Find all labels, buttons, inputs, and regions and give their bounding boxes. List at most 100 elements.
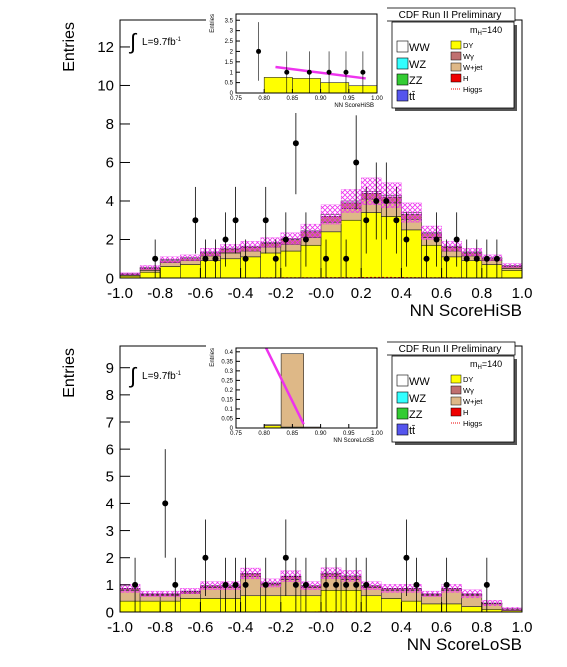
uncertainty-band (180, 254, 201, 261)
histogram-bar (260, 246, 282, 254)
histogram-bar (441, 250, 463, 258)
uncertainty-band (280, 232, 302, 245)
x-tick-label: 1.00 (371, 431, 383, 437)
uncertainty-band (320, 204, 342, 225)
uncertainty-band (381, 584, 402, 593)
y-tick-label: 6 (106, 441, 114, 458)
data-point (473, 255, 480, 262)
y-tick-label: 0 (230, 91, 234, 97)
histogram-bar (292, 78, 321, 93)
data-point (363, 217, 370, 224)
data-point (132, 581, 139, 588)
x-tick-label: 0.8 (471, 285, 492, 302)
y-axis-title: Entries (61, 348, 78, 398)
histogram-bar (240, 250, 262, 258)
legend-label: Higgs (463, 419, 482, 428)
histogram-bar (421, 595, 442, 605)
legend-label: Wγ (463, 386, 474, 395)
histogram-bar (280, 579, 302, 597)
mass-value: =140 (482, 25, 502, 35)
y-tick-label: 8 (106, 116, 114, 133)
x-tick-label: 0.75 (230, 96, 242, 102)
data-point (433, 236, 440, 243)
data-point (403, 554, 410, 561)
mass-symbol: m (470, 359, 478, 369)
uncertainty-band (240, 241, 261, 252)
data-point (212, 255, 219, 262)
mass-label: mH=140 (470, 359, 502, 371)
legend-swatch (450, 396, 462, 406)
y-tick-label: 9 (106, 360, 114, 377)
x-tick-label: 0.8 (471, 619, 492, 636)
histogram-bar (320, 82, 350, 93)
histogram-bar (300, 244, 322, 278)
x-tick-label: 0.2 (351, 619, 372, 636)
y-tick-label: 0 (230, 426, 234, 432)
uncertainty-band (401, 202, 422, 223)
histogram-bar (340, 589, 362, 612)
lumi-sup: -1 (176, 37, 182, 43)
x-tick-label: -0.8 (147, 285, 173, 302)
legend-label: tt̄ (409, 91, 415, 103)
data-point (353, 159, 360, 166)
uncertainty-band (340, 570, 362, 582)
data-point (242, 255, 249, 262)
histogram-bar (481, 264, 503, 278)
x-tick-label: 0.90 (315, 431, 327, 437)
y-tick-label: 0.5 (225, 81, 234, 87)
data-point (383, 197, 390, 204)
legend-label: H (463, 74, 468, 83)
y-tick-label: 0 (106, 604, 114, 621)
data-point (242, 581, 249, 588)
legend-swatch (450, 407, 462, 417)
data-point (343, 255, 350, 262)
data-point (272, 255, 279, 262)
signal-line (275, 65, 366, 80)
histogram-bar (159, 266, 181, 278)
mass-value: =140 (482, 359, 502, 369)
histogram-bar (180, 264, 201, 278)
data-point (222, 236, 229, 243)
uncertainty-band (481, 600, 503, 606)
x-tick-label: 0.6 (431, 285, 452, 302)
uncertainty-band (240, 567, 261, 580)
inset-plot: 0.75 0.80 0.85 0.90 0.95 1.00 0 0.5 1 1.5 2 2.5 3 3.5… (206, 6, 387, 113)
uncertainty-band (501, 607, 522, 611)
data-point (423, 255, 430, 262)
data-point (202, 255, 209, 262)
data-point (373, 197, 380, 204)
y-tick-label: 0.1 (225, 407, 234, 413)
histogram-bar (320, 589, 342, 612)
data-point (353, 581, 360, 588)
histogram-bar (340, 219, 362, 278)
y-tick-label: 4 (106, 496, 114, 513)
x-axis-title: NN ScoreLoSB (407, 635, 522, 654)
y-tick-label: 4 (106, 193, 114, 210)
x-tick-label: 0.90 (315, 96, 327, 102)
uncertainty-band (160, 590, 181, 597)
x-tick-label: -0.6 (187, 619, 213, 636)
data-point (493, 255, 500, 262)
data-point (282, 554, 289, 561)
plot-frame (235, 13, 378, 94)
histogram-bar (280, 595, 302, 612)
legend-label: WZ (409, 59, 426, 71)
uncertainty-band (300, 223, 322, 238)
legend-swatch (396, 423, 409, 436)
uncertainty-band (200, 581, 221, 590)
data-point (192, 217, 199, 224)
histogram-bar (280, 244, 302, 252)
mass-subscript: H (478, 31, 482, 37)
data-point (302, 236, 309, 243)
data-point (333, 581, 340, 588)
x-tick-label: -0.4 (228, 285, 254, 302)
data-point (483, 581, 490, 588)
uncertainty-band (461, 589, 482, 599)
histogram-bar (320, 231, 342, 278)
x-tick-label: 1.0 (512, 619, 533, 636)
legend-swatch (450, 62, 462, 72)
legend-swatch (396, 374, 409, 387)
uncertainty-band (340, 189, 362, 213)
x-tick-label: -0.0 (308, 285, 334, 302)
